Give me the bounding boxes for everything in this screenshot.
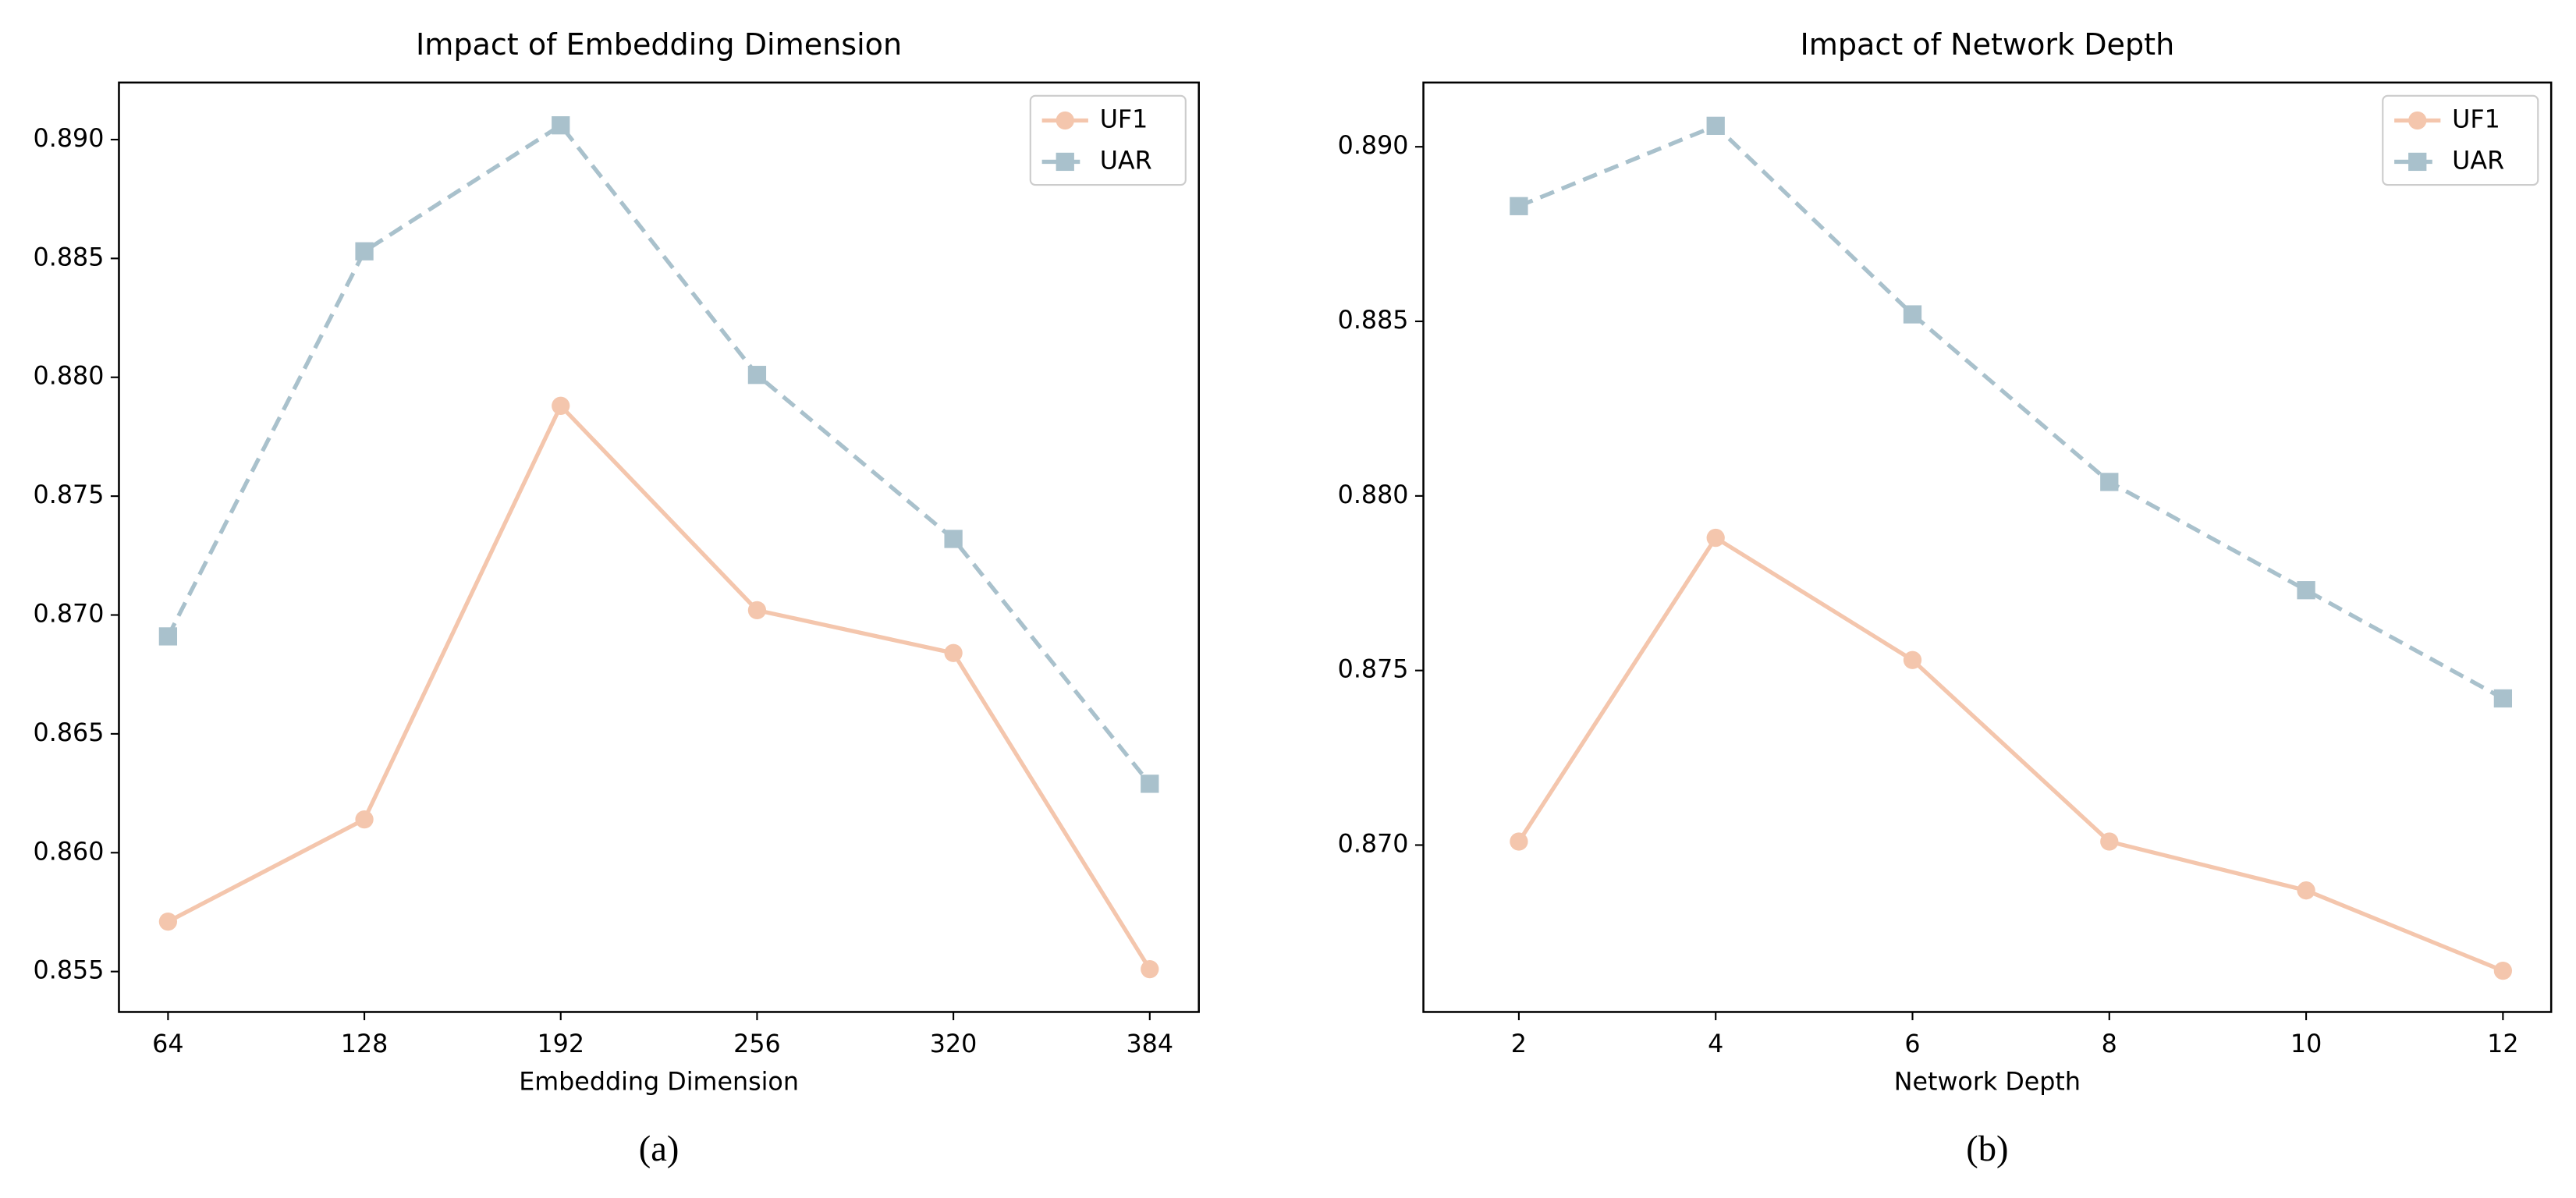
caption: (b): [1966, 1129, 2008, 1169]
marker: [944, 530, 963, 548]
marker: [158, 627, 178, 646]
marker: [1903, 650, 1922, 669]
chart-title: Impact of Embedding Dimension: [416, 27, 902, 62]
y-tick-label: 0.880: [34, 363, 105, 391]
x-tick-label: 64: [152, 1030, 183, 1058]
x-tick-label: 192: [537, 1030, 584, 1058]
marker: [2100, 473, 2119, 491]
plot-frame: [1422, 81, 2553, 1013]
y-tick-label: 0.865: [34, 719, 105, 747]
y-tick-label: 0.890: [1338, 132, 1409, 160]
marker: [2297, 881, 2315, 900]
marker: [1706, 528, 1725, 548]
x-tick-label: 320: [930, 1030, 978, 1058]
y-tick-label: 0.870: [34, 601, 105, 629]
y-tick-label: 0.880: [1338, 481, 1409, 509]
marker: [355, 242, 374, 261]
marker: [2493, 961, 2513, 980]
legend-label: UF1: [1100, 106, 1148, 134]
marker: [552, 396, 570, 415]
x-tick-label: 10: [2290, 1030, 2322, 1058]
x-tick-label: 8: [2102, 1030, 2117, 1058]
y-tick-label: 0.870: [1338, 830, 1409, 858]
marker: [552, 116, 570, 135]
x-tick-label: 4: [1708, 1030, 1723, 1058]
marker: [1510, 197, 1528, 215]
marker: [747, 366, 767, 385]
y-tick-label: 0.855: [34, 957, 105, 985]
y-tick-label: 0.885: [34, 243, 105, 271]
legend-label: UAR: [2452, 147, 2504, 175]
y-tick-label: 0.875: [1338, 656, 1409, 684]
chart-title: Impact of Network Depth: [1801, 27, 2175, 62]
marker: [158, 913, 178, 931]
marker: [944, 643, 963, 662]
y-tick-label: 0.875: [34, 481, 105, 509]
y-tick-label: 0.860: [34, 838, 105, 866]
series-line: [166, 122, 1151, 785]
caption: (a): [639, 1129, 679, 1169]
marker: [1903, 305, 1922, 324]
marker: [1056, 111, 1074, 130]
series-line: [1517, 534, 2504, 973]
marker: [355, 810, 374, 829]
x-tick-label: 384: [1126, 1030, 1173, 1058]
series-line: [1517, 123, 2504, 700]
marker: [2100, 832, 2119, 851]
marker: [2408, 111, 2427, 130]
legend-label: UF1: [2452, 106, 2500, 134]
x-tick-label: 2: [1511, 1030, 1527, 1058]
marker: [2297, 581, 2315, 600]
legend-label: UAR: [1100, 147, 1152, 175]
marker: [1706, 116, 1725, 135]
marker: [2493, 689, 2513, 708]
x-tick-label: 12: [2487, 1030, 2518, 1058]
x-tick-label: 128: [341, 1030, 389, 1058]
marker: [747, 601, 767, 620]
y-tick-label: 0.890: [34, 125, 105, 153]
marker: [1141, 774, 1159, 793]
x-axis-label: Embedding Dimension: [519, 1068, 799, 1096]
y-tick-label: 0.885: [1338, 307, 1409, 335]
x-tick-label: 256: [733, 1030, 781, 1058]
x-tick-label: 6: [1904, 1030, 1920, 1058]
marker: [1141, 959, 1159, 979]
marker: [1056, 152, 1074, 172]
plot-frame: [118, 81, 1200, 1013]
marker: [2408, 152, 2427, 172]
x-axis-label: Network Depth: [1894, 1068, 2081, 1096]
series-line: [167, 402, 1152, 970]
marker: [1510, 832, 1528, 851]
